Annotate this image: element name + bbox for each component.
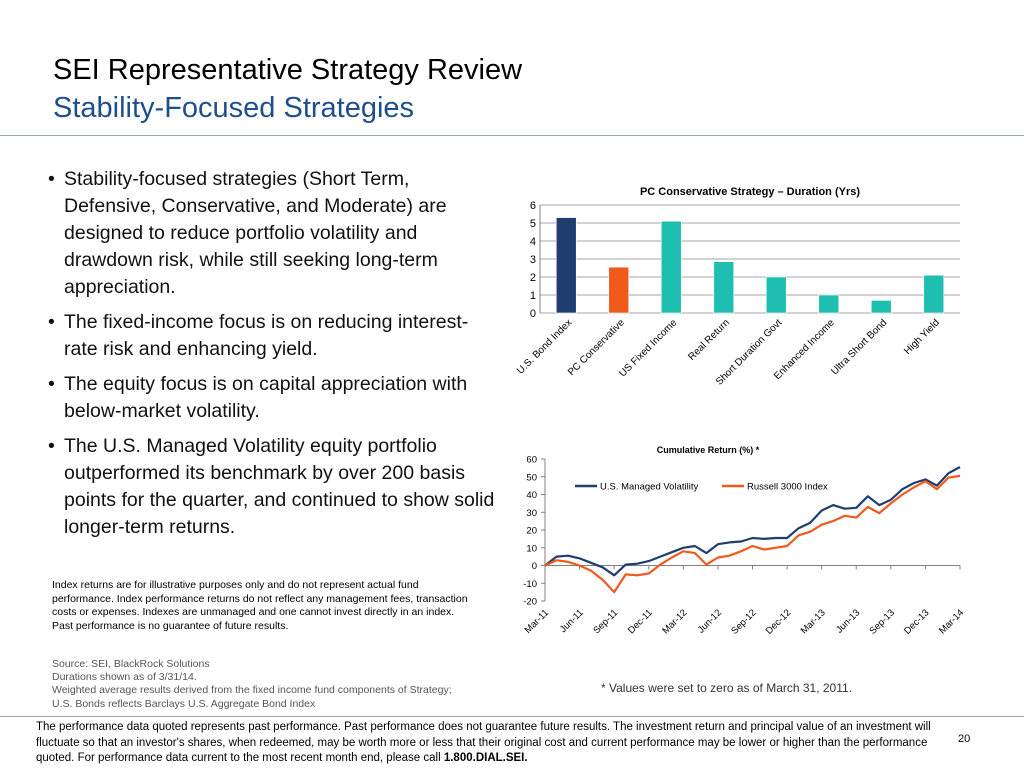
y-tick-label: 6 <box>530 200 536 212</box>
bar <box>713 261 735 314</box>
y-tick-label: -10 <box>523 579 537 590</box>
source-line: Source: SEI, BlackRock Solutions <box>52 658 210 670</box>
x-tick-label: US Fixed Income <box>617 317 679 379</box>
duration-bar-chart: PC Conservative Strategy – Duration (Yrs… <box>515 186 960 388</box>
y-tick-label: 2 <box>530 272 536 284</box>
bullet-item: Stability-focused strategies (Short Term… <box>48 166 498 301</box>
source-notes: Source: SEI, BlackRock Solutions Duratio… <box>52 658 512 711</box>
y-tick-label: 40 <box>526 490 537 501</box>
y-tick-label: 1 <box>530 290 536 302</box>
x-tick-label: Mar-12 <box>660 607 689 636</box>
bullet-list: Stability-focused strategies (Short Term… <box>48 166 498 549</box>
y-tick-label: 30 <box>526 508 537 519</box>
phone-number: 1.800.DIAL.SEI. <box>443 752 528 764</box>
page-subtitle: Stability-Focused Strategies <box>53 92 415 124</box>
disclosure-text: The performance data quoted represents p… <box>36 721 931 764</box>
page-number: 20 <box>958 733 971 745</box>
legend-label: Russell 3000 Index <box>747 482 828 493</box>
cumulative-return-line-chart: Cumulative Return (%) * -20 -10 0 10 20 30 40 50… <box>523 445 967 637</box>
x-tick-label: High Yield <box>902 317 942 357</box>
x-tick-label: Mar-13 <box>799 607 828 636</box>
footer-divider <box>0 716 1024 717</box>
x-tick-label: Mar-11 <box>523 607 552 636</box>
performance-disclosure: The performance data quoted represents p… <box>36 720 956 767</box>
legend-label: U.S. Managed Volatility <box>600 482 698 493</box>
series-line <box>544 466 961 577</box>
bar <box>555 217 577 314</box>
y-tick-label: 3 <box>530 254 536 266</box>
bar <box>818 294 840 314</box>
bar <box>608 266 630 314</box>
y-tick-label: -20 <box>523 597 537 608</box>
page-title: SEI Representative Strategy Review <box>53 54 523 86</box>
bullet-item: The equity focus is on capital appreciat… <box>48 371 498 425</box>
x-tick-label: Dec-11 <box>626 607 655 636</box>
source-line: Weighted average results derived from th… <box>52 684 452 697</box>
y-tick-label: 5 <box>530 218 536 230</box>
source-line: Durations shown as of 3/31/14. <box>52 671 197 684</box>
bar <box>660 220 682 314</box>
y-tick-label: 10 <box>526 543 537 554</box>
x-tick-label: Jun-12 <box>696 607 724 635</box>
index-disclaimer: Index returns are for illustrative purpo… <box>52 579 468 632</box>
x-tick-label: Jun-13 <box>834 607 862 635</box>
y-tick-label: 50 <box>526 472 537 483</box>
x-tick-label: Sep-12 <box>729 607 758 636</box>
y-tick-label: 20 <box>526 526 537 537</box>
chart-footnote: * Values were set to zero as of March 31… <box>601 681 853 695</box>
bar <box>765 276 787 314</box>
x-tick-label: Jun-11 <box>558 607 586 635</box>
source-line: U.S. Bonds reflects Barclays U.S. Aggreg… <box>52 697 316 710</box>
x-tick-label: Real Return <box>686 317 732 363</box>
x-tick-label: Sep-13 <box>868 607 897 636</box>
y-tick-label: 4 <box>530 236 536 248</box>
x-tick-label: PC Conservative <box>566 317 627 378</box>
y-tick-label: 0 <box>532 561 537 572</box>
y-tick-label: 0 <box>530 308 536 320</box>
series-line <box>544 474 961 594</box>
chart-title: PC Conservative Strategy – Duration (Yrs… <box>640 186 860 198</box>
x-tick-label: Sep-11 <box>591 607 620 636</box>
chart-title: Cumulative Return (%) * <box>657 445 760 455</box>
x-tick-label: Dec-13 <box>902 607 931 636</box>
bullet-item: The fixed-income focus is on reducing in… <box>48 309 498 363</box>
x-tick-label: U.S. Bond Index <box>515 317 574 376</box>
title-divider <box>0 135 1024 136</box>
x-tick-label: Ultra Short Bond <box>829 317 889 377</box>
y-tick-label: 60 <box>526 455 537 466</box>
x-tick-label: Mar-14 <box>937 607 966 636</box>
bar <box>923 274 945 314</box>
bar <box>870 300 892 314</box>
bullet-item: The U.S. Managed Volatility equity portf… <box>48 433 498 541</box>
x-tick-label: Dec-12 <box>764 607 793 636</box>
